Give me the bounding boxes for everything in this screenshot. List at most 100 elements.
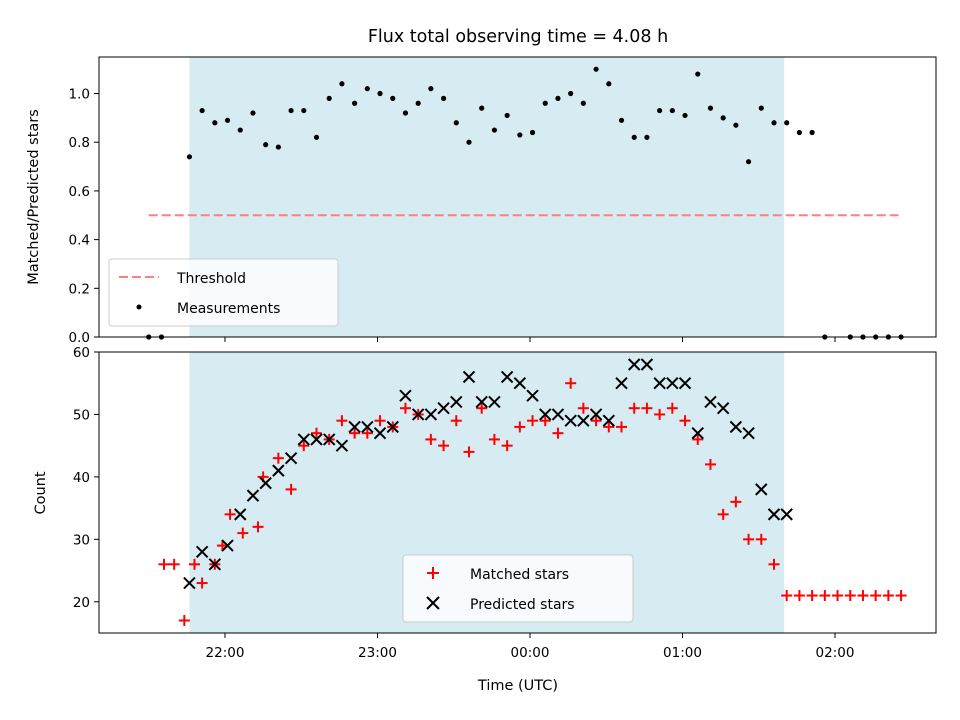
measurement-point xyxy=(644,134,650,140)
matched-star-point xyxy=(450,415,462,427)
y-tick-label: 1.0 xyxy=(69,87,90,103)
matched-star-point xyxy=(501,440,513,452)
predicted-star-point xyxy=(678,377,692,390)
count-panel-frame xyxy=(98,351,937,634)
matched-star-point xyxy=(552,427,564,439)
predicted-star-point xyxy=(475,395,488,409)
measurement-point xyxy=(542,100,548,106)
matched-star-point xyxy=(895,590,907,602)
predicted-star-point xyxy=(577,414,590,427)
measurement-point xyxy=(491,127,498,133)
matched-legend-label: Matched stars xyxy=(470,567,569,583)
predicted-star-point xyxy=(551,408,565,421)
matched-star-point xyxy=(603,421,615,433)
matched-star-point xyxy=(819,590,831,602)
y-tick-label: 60 xyxy=(73,345,90,361)
y-tick-label: 0.6 xyxy=(69,184,90,200)
predicted-star-point xyxy=(653,377,666,390)
measurement-point xyxy=(517,132,523,138)
predicted-star-point xyxy=(602,414,615,427)
predicted-star-point xyxy=(411,408,425,421)
predicted-star-point xyxy=(691,426,704,440)
matched-star-point xyxy=(168,558,180,570)
measurement-point xyxy=(224,117,231,123)
predicted-star-point xyxy=(564,414,577,427)
measurement-point xyxy=(479,105,485,111)
x-axis-label: Time (UTC) xyxy=(477,678,558,694)
measurement-point xyxy=(275,144,281,150)
matched-star-point xyxy=(717,508,729,520)
measurement-point xyxy=(326,95,332,101)
predicted-star-point xyxy=(716,401,730,415)
ratio-panel-x-ticks xyxy=(224,337,836,342)
predicted-star-point xyxy=(640,358,654,371)
measurement-point xyxy=(339,81,345,87)
predicted-star-point xyxy=(221,539,234,552)
measurement-point xyxy=(390,95,396,101)
matched-star-point xyxy=(654,408,666,420)
measurement-point xyxy=(428,86,434,92)
predicted-star-point xyxy=(310,433,323,446)
measurement-point xyxy=(758,105,764,111)
measurement-point xyxy=(301,107,307,114)
matched-star-point xyxy=(272,452,284,464)
measurement-point xyxy=(784,120,790,126)
measurement-point xyxy=(504,112,510,119)
measurements-legend-swatch xyxy=(136,304,142,310)
predicted-star-point xyxy=(589,408,603,421)
x-tick-label: 22:00 xyxy=(206,645,245,661)
matched-star-point xyxy=(336,415,348,427)
measurement-point xyxy=(263,142,269,148)
matched-star-point xyxy=(577,402,589,414)
predicted-star-point xyxy=(704,395,717,409)
matched-star-point xyxy=(196,577,208,589)
predicted-star-point xyxy=(526,389,539,402)
predicted-star-point xyxy=(755,483,768,496)
ratio-panel-y-ticks: 0.0 0.2 0.4 0.6 0.8 1.0 xyxy=(69,87,99,346)
x-tick-label: 01:00 xyxy=(663,645,702,661)
predicted-star-point xyxy=(767,508,781,521)
predicted-star-point xyxy=(246,489,260,502)
count-panel: 20 30 40 50 60 22:00 23:00 00:00 01:00 02:00 Cou… xyxy=(33,345,937,694)
matched-star-point xyxy=(216,540,228,552)
y-tick-label: 40 xyxy=(73,470,90,486)
measurement-point xyxy=(631,134,637,140)
measurement-point xyxy=(199,107,205,114)
matched-star-point xyxy=(349,427,361,439)
predicted-star-point xyxy=(539,408,552,421)
ratio-panel: 0.0 0.2 0.4 0.6 0.8 1.0 Matched/Predicted sta… xyxy=(26,56,937,346)
predicted-star-point xyxy=(628,358,641,371)
predicted-legend-label: Predicted stars xyxy=(470,597,575,613)
measurement-point xyxy=(707,105,714,111)
measurement-point xyxy=(313,134,320,140)
threshold-legend-label: Threshold xyxy=(176,271,246,287)
measurement-point xyxy=(555,95,561,101)
matched-star-points xyxy=(158,377,907,627)
measurement-point xyxy=(796,129,803,136)
x-tick-label: 02:00 xyxy=(816,645,855,661)
ratio-legend-box xyxy=(108,258,339,327)
predicted-star-point xyxy=(488,395,501,409)
y-tick-label: 0.2 xyxy=(69,281,90,297)
predicted-star-point xyxy=(462,370,476,384)
measurement-point xyxy=(745,159,752,165)
matched-star-point xyxy=(527,415,539,427)
ratio-legend: Threshold Measurements xyxy=(108,258,339,327)
matched-star-point xyxy=(755,533,767,545)
matched-legend-swatch xyxy=(427,567,439,579)
count-legend-box xyxy=(402,554,634,623)
predicted-star-point xyxy=(259,476,272,490)
predicted-star-point xyxy=(234,508,247,521)
measurement-point xyxy=(402,110,409,116)
matched-star-point xyxy=(463,446,475,458)
matched-star-point xyxy=(399,402,411,414)
matched-star-point xyxy=(882,590,894,602)
matched-star-point xyxy=(476,402,488,414)
matched-star-point xyxy=(590,415,602,427)
y-tick-label: 0.4 xyxy=(69,233,90,249)
matched-star-point xyxy=(374,415,386,427)
measurement-point xyxy=(250,110,256,116)
measurement-point xyxy=(657,107,663,114)
measurement-point xyxy=(682,112,688,119)
predicted-star-point xyxy=(183,576,196,590)
